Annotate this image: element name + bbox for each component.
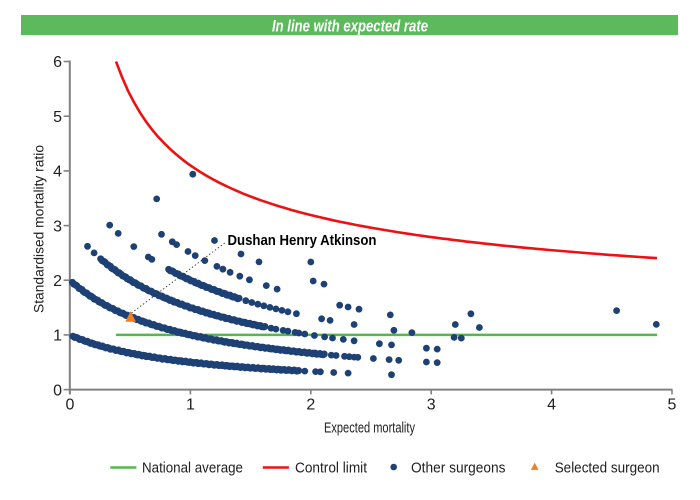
svg-text:Selected surgeon: Selected surgeon: [555, 460, 660, 477]
svg-text:3: 3: [427, 396, 436, 413]
svg-text:In line with expected rate: In line with expected rate: [272, 18, 428, 36]
svg-text:Standardised mortality ratio: Standardised mortality ratio: [32, 145, 47, 313]
svg-text:4: 4: [547, 396, 556, 413]
svg-text:5: 5: [668, 396, 677, 413]
svg-text:Control limit: Control limit: [295, 460, 368, 477]
svg-text:National average: National average: [142, 460, 243, 477]
svg-text:2: 2: [53, 273, 62, 290]
svg-text:6: 6: [53, 54, 62, 71]
svg-text:2: 2: [306, 396, 315, 413]
svg-text:0: 0: [66, 396, 75, 413]
svg-text:Dushan Henry Atkinson: Dushan Henry Atkinson: [228, 233, 377, 249]
svg-text:Other surgeons: Other surgeons: [411, 460, 506, 477]
svg-text:1: 1: [186, 396, 195, 413]
svg-text:Expected mortality: Expected mortality: [324, 420, 415, 437]
svg-text:4: 4: [53, 164, 62, 181]
svg-text:0: 0: [53, 382, 62, 399]
svg-text:1: 1: [53, 328, 62, 345]
svg-text:3: 3: [53, 218, 62, 235]
svg-text:5: 5: [53, 109, 62, 126]
